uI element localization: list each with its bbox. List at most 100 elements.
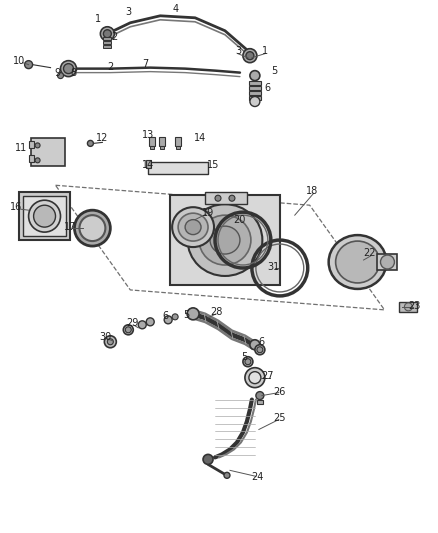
Ellipse shape [328, 235, 386, 289]
Bar [19, 192, 71, 240]
Circle shape [229, 195, 235, 201]
Text: 18: 18 [306, 186, 318, 196]
Bar [23, 196, 67, 236]
Text: 31: 31 [268, 262, 280, 272]
Bar [249, 95, 261, 100]
Circle shape [250, 340, 260, 350]
Bar [249, 80, 261, 85]
Bar [146, 160, 151, 168]
Circle shape [88, 140, 93, 147]
Circle shape [246, 52, 254, 60]
Text: 20: 20 [234, 215, 246, 225]
Circle shape [107, 339, 113, 345]
Text: 15: 15 [207, 160, 219, 171]
Text: 29: 29 [126, 318, 138, 328]
Text: 6: 6 [265, 83, 271, 93]
Text: 10: 10 [13, 55, 25, 66]
Circle shape [245, 368, 265, 387]
Circle shape [250, 71, 260, 80]
Circle shape [35, 143, 40, 148]
Text: 3: 3 [125, 7, 131, 17]
Circle shape [381, 255, 395, 269]
Circle shape [125, 327, 131, 333]
Circle shape [257, 347, 263, 353]
Bar [149, 138, 155, 147]
Bar [160, 147, 164, 149]
Circle shape [79, 215, 106, 241]
Bar [399, 302, 417, 312]
Text: 6: 6 [259, 337, 265, 347]
Circle shape [138, 321, 146, 329]
Circle shape [60, 61, 77, 77]
Text: 17: 17 [64, 222, 77, 232]
Circle shape [404, 303, 413, 311]
Ellipse shape [187, 204, 262, 276]
Text: 19: 19 [202, 208, 214, 218]
Bar [150, 147, 154, 149]
Circle shape [124, 325, 133, 335]
Text: 2: 2 [111, 32, 117, 42]
Circle shape [172, 314, 178, 320]
Circle shape [57, 72, 64, 78]
Text: 24: 24 [252, 472, 264, 482]
Text: 12: 12 [96, 133, 109, 143]
Ellipse shape [210, 226, 240, 254]
Circle shape [245, 359, 251, 365]
Bar [176, 147, 180, 149]
Ellipse shape [172, 207, 214, 247]
Ellipse shape [185, 220, 201, 235]
Text: 14: 14 [142, 160, 154, 171]
Ellipse shape [336, 241, 379, 283]
Text: 5: 5 [183, 310, 189, 320]
Text: 6: 6 [162, 311, 168, 321]
Text: 23: 23 [408, 301, 420, 311]
Bar [249, 86, 261, 90]
Circle shape [243, 357, 253, 367]
Text: 1: 1 [95, 14, 102, 24]
Text: 28: 28 [210, 307, 222, 317]
Text: 8: 8 [71, 68, 77, 78]
Bar [175, 138, 181, 147]
Bar [249, 91, 261, 94]
Circle shape [34, 205, 56, 227]
Bar [31, 139, 66, 166]
Text: 1: 1 [262, 46, 268, 55]
Bar [148, 163, 208, 174]
Circle shape [249, 372, 261, 384]
Bar [159, 138, 165, 147]
Circle shape [35, 158, 40, 163]
Circle shape [25, 61, 32, 69]
Text: 9: 9 [54, 68, 60, 78]
Circle shape [64, 63, 74, 74]
Circle shape [74, 210, 110, 246]
Circle shape [255, 345, 265, 355]
Circle shape [224, 472, 230, 478]
Circle shape [104, 336, 117, 348]
Bar [205, 192, 247, 204]
Bar [103, 45, 111, 47]
Text: 30: 30 [99, 332, 112, 342]
Text: 26: 26 [274, 386, 286, 397]
Circle shape [100, 27, 114, 41]
Bar [28, 155, 34, 163]
Circle shape [256, 392, 264, 400]
Circle shape [28, 200, 60, 232]
Bar [103, 41, 111, 44]
Bar [103, 37, 111, 40]
Bar [378, 254, 397, 270]
Text: 27: 27 [261, 370, 274, 381]
Circle shape [187, 308, 199, 320]
Circle shape [103, 30, 111, 38]
Text: 14: 14 [194, 133, 206, 143]
Circle shape [203, 455, 213, 464]
Circle shape [146, 318, 154, 326]
Circle shape [215, 195, 221, 201]
Text: 3: 3 [235, 46, 241, 55]
Text: 25: 25 [274, 413, 286, 423]
Text: 22: 22 [363, 248, 376, 258]
Bar [257, 400, 263, 403]
Circle shape [250, 96, 260, 107]
Ellipse shape [178, 213, 208, 241]
Text: 7: 7 [142, 59, 148, 69]
Text: 2: 2 [107, 62, 113, 71]
